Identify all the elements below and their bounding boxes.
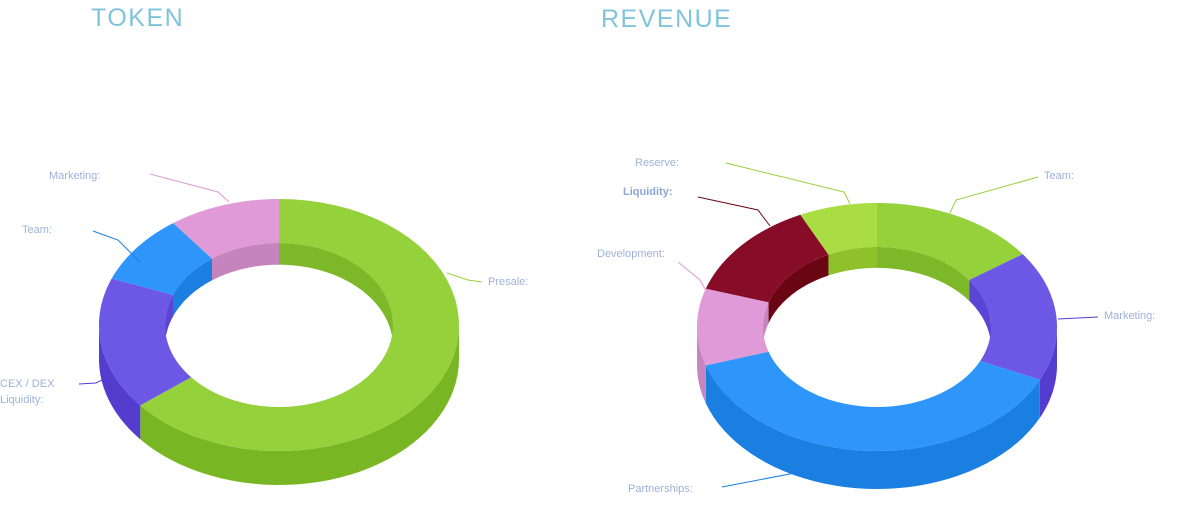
slice-labels: Team: Marketing: Partnerships: Development:…	[597, 157, 1155, 495]
slice-inner-liquidity	[768, 254, 829, 324]
slice-label-marketing: Marketing:	[49, 170, 100, 182]
slice-label-team: Team:	[22, 224, 52, 236]
leader-line-reserve	[725, 162, 851, 205]
slice-inner-team	[877, 247, 970, 301]
leader-line-presale	[446, 272, 483, 283]
donut-top-faces	[99, 199, 459, 451]
leader-line-team	[92, 230, 141, 263]
slice-reserve	[800, 203, 877, 255]
slice-side-marketing	[1039, 327, 1057, 418]
slice-label-team: Team:	[1044, 170, 1074, 182]
donut-hole	[165, 264, 393, 429]
donut-inner-walls	[165, 243, 393, 347]
donut-hole-fill	[165, 264, 393, 429]
slice-label-reserve: Reserve:	[635, 157, 679, 169]
token-chart-title: TOKEN	[91, 4, 185, 32]
slice-presale	[140, 199, 459, 451]
leader-line-marketing	[1057, 316, 1099, 320]
slice-label-partnerships: Partnerships:	[628, 483, 693, 495]
donut-side-walls	[99, 325, 459, 485]
donut-hole-fill	[763, 267, 991, 428]
revenue-donut-chart: Team: Marketing: Partnerships: Development:…	[597, 157, 1155, 495]
donut-inner-walls	[763, 247, 991, 348]
slice-side-presale	[140, 325, 459, 485]
slice-side-development	[697, 327, 706, 404]
slice-development	[697, 288, 769, 366]
slice-side-partnerships	[705, 365, 1040, 489]
slice-inner-cex-dex-liquidity	[165, 294, 174, 347]
slice-inner-reserve	[828, 247, 877, 276]
donut-top-faces	[697, 203, 1057, 451]
donut-side-walls	[697, 327, 1057, 489]
leader-line-marketing	[149, 173, 230, 203]
slice-label-liquidity: Liquidity:	[623, 186, 673, 198]
slice-team	[111, 223, 212, 295]
slice-marketing	[173, 199, 279, 259]
leader-line-team	[949, 176, 1039, 214]
slice-cex-dex-liquidity	[99, 278, 192, 406]
leader-line-partnerships	[721, 457, 829, 488]
donut-hole	[763, 267, 991, 428]
slice-label-cex-dex-liquidity: CEX / DEX Liquidity:	[0, 378, 55, 406]
leader-line-liquidity	[697, 196, 771, 227]
slice-inner-team	[173, 258, 212, 317]
token-donut-chart: Presale: CEX / DEX Liquidity: Team: Marketin…	[0, 170, 528, 485]
leader-line-cex-dex-liquidity	[78, 375, 111, 385]
slice-liquidity	[705, 214, 829, 303]
slice-partnerships	[705, 351, 1040, 451]
slice-inner-marketing	[211, 243, 279, 281]
slice-inner-marketing	[969, 279, 991, 348]
slice-inner-development	[763, 302, 769, 348]
slice-label-presale: Presale:	[488, 276, 528, 288]
revenue-chart-title: REVENUE	[601, 5, 733, 33]
slice-marketing	[969, 254, 1057, 380]
slice-inner-presale	[279, 243, 393, 347]
slice-labels: Presale: CEX / DEX Liquidity: Team: Marketin…	[0, 170, 528, 406]
slice-side-cex-dex-liquidity	[99, 325, 141, 440]
slice-label-development: Development:	[597, 248, 665, 260]
slice-team	[877, 203, 1023, 280]
slice-label-marketing: Marketing:	[1104, 310, 1155, 322]
leader-line-development	[677, 261, 711, 299]
